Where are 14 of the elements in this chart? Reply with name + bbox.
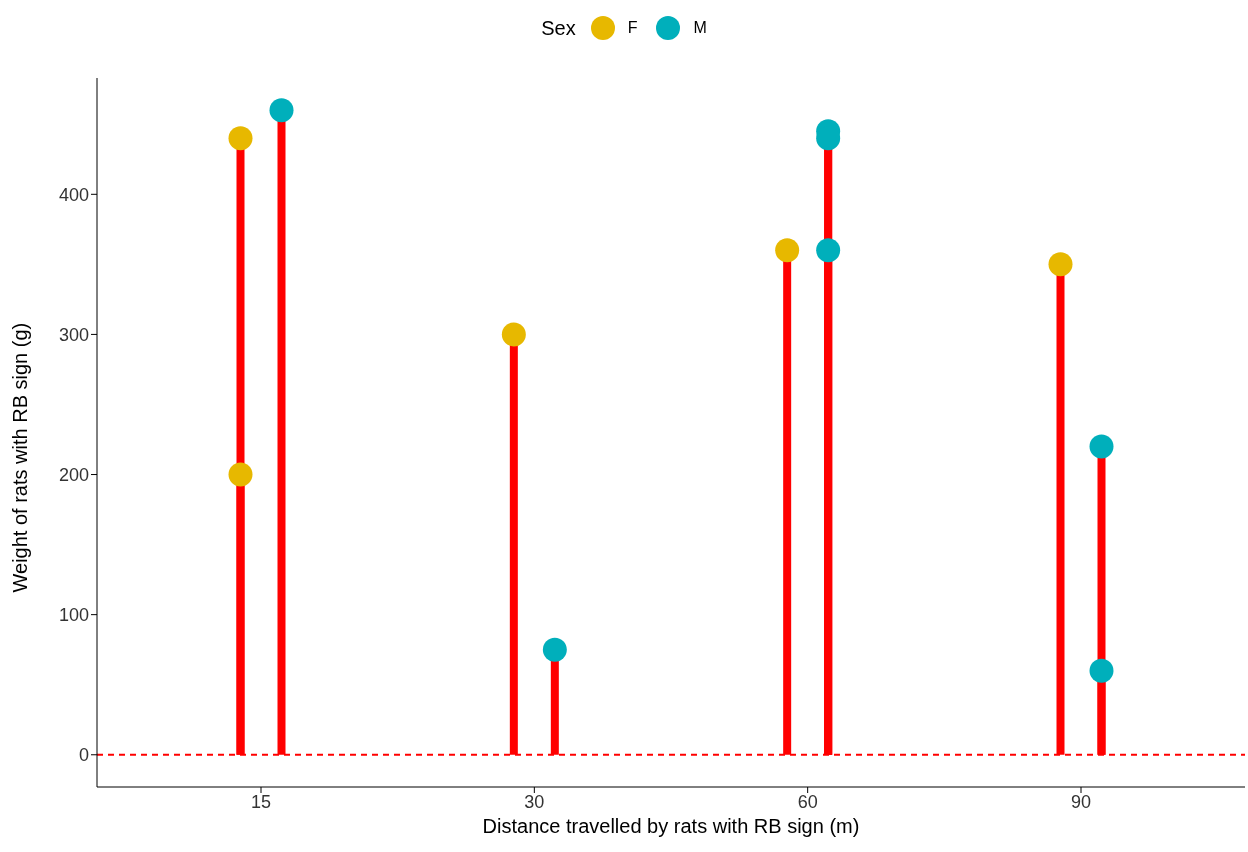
legend-label: M xyxy=(693,19,707,37)
x-axis-title: Distance travelled by rats with RB sign (m) xyxy=(482,815,860,837)
x-tick-label: 15 xyxy=(250,791,272,812)
legend-label: F xyxy=(627,19,638,37)
legend-title: Sex xyxy=(541,16,576,40)
x-tick-label: 30 xyxy=(524,791,545,812)
y-tick-label: 300 xyxy=(58,324,89,345)
y-axis-title: Weight of rats with RB sign (g) xyxy=(9,322,32,593)
x-tick-label: 90 xyxy=(1070,791,1092,812)
y-tick-label: 100 xyxy=(58,605,89,626)
x-tick-label: 60 xyxy=(797,791,818,812)
y-tick-label: 0 xyxy=(78,745,89,766)
y-tick-label: 200 xyxy=(58,464,89,485)
y-tick-label: 400 xyxy=(58,184,89,205)
